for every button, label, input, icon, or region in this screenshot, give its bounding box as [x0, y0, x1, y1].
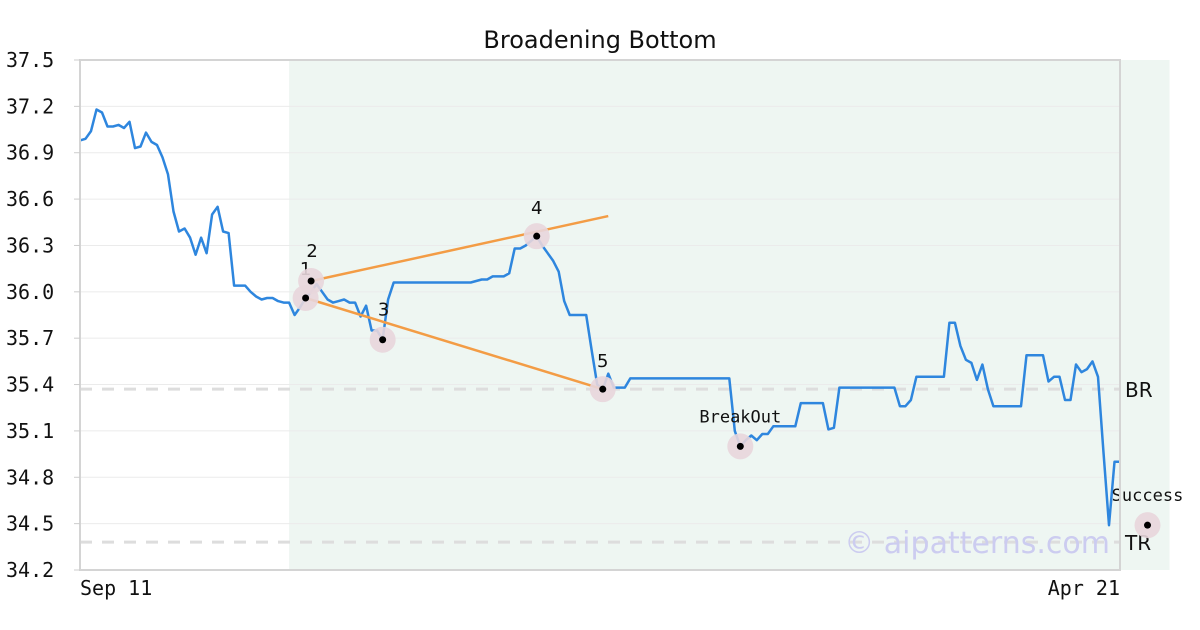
y-tick-label: 36.3	[6, 233, 54, 257]
y-tick-label: 35.7	[6, 326, 54, 350]
y-tick-label: 36.0	[6, 280, 54, 304]
x-tick-label-start: Sep 11	[80, 576, 152, 600]
watermark: © aipatterns.com	[844, 526, 1110, 561]
trend-line-layer	[305, 214, 609, 391]
chart-title: Broadening Bottom	[483, 26, 716, 54]
upper-trend-line	[310, 214, 609, 283]
point-label-3: 3	[378, 300, 389, 321]
point-label-5: 5	[597, 351, 608, 372]
point-marker-success	[1144, 521, 1152, 529]
y-tick-label: 36.9	[6, 141, 54, 165]
reference-label-br: BR	[1125, 378, 1153, 402]
point-label-success: Success	[1112, 486, 1184, 506]
point-marker-2	[307, 277, 315, 285]
point-marker-breakout	[736, 442, 744, 450]
point-marker-3	[379, 336, 387, 344]
point-marker-4	[533, 232, 541, 240]
grid-layer	[80, 59, 1120, 571]
y-axis-ticks: 37.5 37.2 36.9 36.6 36.3 36.0 35.7 35.4 35.1 34.8…	[6, 48, 80, 582]
y-tick-label: 35.4	[6, 373, 54, 397]
y-tick-label: 34.8	[6, 465, 54, 489]
y-tick-label: 37.5	[6, 48, 54, 72]
x-tick-label-end: Apr 21	[1048, 576, 1120, 600]
lower-trend-line	[305, 296, 604, 391]
y-tick-label: 35.1	[6, 419, 54, 443]
point-marker-1	[302, 294, 310, 302]
y-tick-label: 34.2	[6, 558, 54, 582]
point-label-4: 4	[531, 198, 542, 219]
point-label-2: 2	[306, 241, 317, 262]
pattern-point-layer: 12345BreakOutSuccess	[292, 198, 1184, 539]
point-marker-5	[599, 385, 607, 393]
pattern-region	[289, 60, 1170, 570]
y-tick-label: 34.5	[6, 512, 54, 536]
y-tick-label: 36.6	[6, 187, 54, 211]
point-label-breakout: BreakOut	[699, 407, 781, 427]
x-axis-ticks: Sep 11 Apr 21	[80, 576, 1120, 600]
pattern-region-layer	[289, 60, 1170, 570]
y-tick-label: 37.2	[6, 94, 54, 118]
plot-frame	[79, 59, 1121, 571]
